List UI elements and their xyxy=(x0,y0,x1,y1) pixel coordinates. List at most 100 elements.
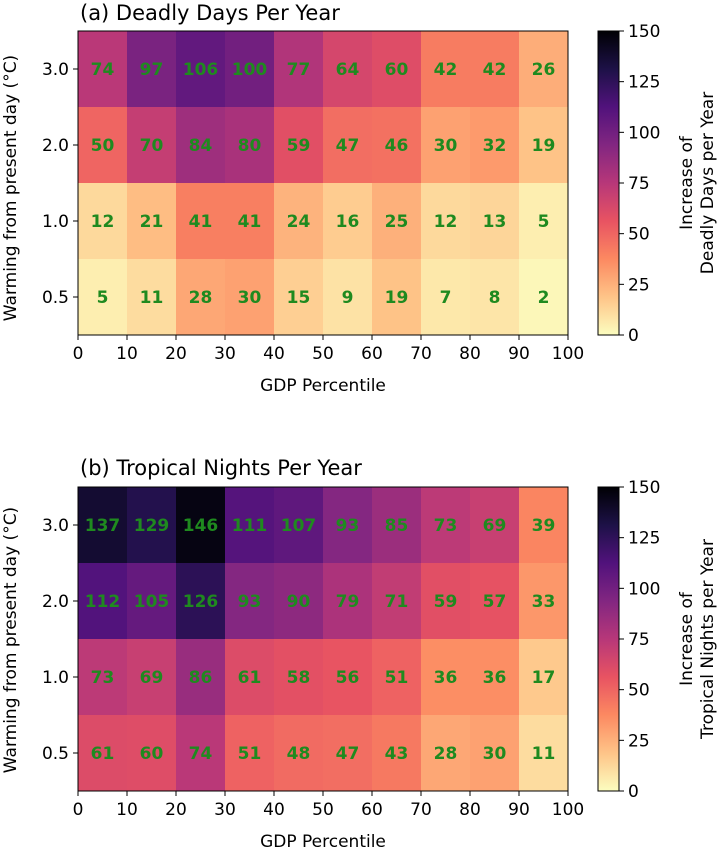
colorbar: 150 125 100 75 50 25 0 Increase of Deadly Days… xyxy=(597,22,718,346)
y-axis-label: Warming from present day (°C) xyxy=(1,55,21,321)
heatmap-cell xyxy=(519,563,569,640)
cell-value-label: 111 xyxy=(232,516,268,536)
colorbar-label-line2: Deadly Days per Year xyxy=(698,92,718,274)
heatmap-cell xyxy=(176,715,226,792)
colorbar-tick-label: 75 xyxy=(628,630,650,650)
x-tick-label: 40 xyxy=(263,800,285,820)
heatmap-cell xyxy=(127,183,177,260)
cell-value-label: 41 xyxy=(238,212,262,232)
heatmap-panel-deadly-days: (a) Deadly Days Per Year 74 97 106 100 77 64 6… xyxy=(1,1,718,396)
heatmap-cell xyxy=(274,31,324,108)
heatmap-cells: 137 129 146 111 107 93 85 73 69 39 112 105 126 93 90 79… xyxy=(78,487,569,792)
cell-value-label: 30 xyxy=(434,136,458,156)
heatmap-cell xyxy=(372,715,422,792)
heatmap-cell xyxy=(323,107,373,184)
cell-value-label: 74 xyxy=(189,744,213,764)
heatmap-cell xyxy=(470,487,520,564)
colorbar-gradient xyxy=(597,486,620,792)
x-tick-label: 30 xyxy=(214,344,236,364)
x-tick-label: 70 xyxy=(410,344,432,364)
y-tick-label: 2.0 xyxy=(42,136,69,156)
heatmap-cell xyxy=(372,183,422,260)
x-tick-label: 20 xyxy=(165,800,187,820)
heatmap-cell xyxy=(127,107,177,184)
x-tick-label: 30 xyxy=(214,800,236,820)
colorbar-tick-label: 25 xyxy=(628,275,650,295)
heatmap-cell xyxy=(127,31,177,108)
heatmap-cell xyxy=(323,715,373,792)
x-tick-label: 50 xyxy=(312,344,334,364)
cell-value-label: 42 xyxy=(434,60,458,80)
heatmap-cell xyxy=(470,183,520,260)
heatmap-cell xyxy=(274,487,324,564)
heatmap-cell xyxy=(421,183,471,260)
colorbar-label-line1: Increase of xyxy=(677,135,697,230)
heatmap-cell xyxy=(78,487,128,564)
colorbar-tick-label: 125 xyxy=(628,529,660,549)
cell-value-label: 79 xyxy=(336,592,360,612)
x-tick-label: 10 xyxy=(116,800,138,820)
cell-value-label: 93 xyxy=(238,592,262,612)
heatmap-cell xyxy=(421,563,471,640)
cell-value-label: 2 xyxy=(538,288,550,308)
x-tick-label: 100 xyxy=(552,344,584,364)
heatmap-cell xyxy=(519,259,569,336)
heatmap-cell xyxy=(225,715,275,792)
colorbar-tick-label: 125 xyxy=(628,73,660,93)
heatmap-cell xyxy=(225,183,275,260)
cell-value-label: 39 xyxy=(532,516,556,536)
cell-value-label: 21 xyxy=(140,212,164,232)
cell-value-label: 59 xyxy=(287,136,311,156)
heatmap-cell xyxy=(519,31,569,108)
heatmap-cell xyxy=(421,715,471,792)
cell-value-label: 36 xyxy=(434,668,458,688)
cell-value-label: 64 xyxy=(336,60,360,80)
heatmap-cell xyxy=(127,715,177,792)
x-tick-label: 0 xyxy=(73,800,84,820)
heatmap-cell xyxy=(176,563,226,640)
heatmap-cell xyxy=(372,563,422,640)
heatmap-cell xyxy=(274,107,324,184)
cell-value-label: 97 xyxy=(140,60,164,80)
heatmap-cell xyxy=(176,487,226,564)
cell-value-label: 47 xyxy=(336,744,360,764)
cell-value-label: 107 xyxy=(281,516,317,536)
colorbar-label-line2: Tropical Nights per Year xyxy=(698,539,718,740)
heatmap-cell xyxy=(519,183,569,260)
heatmap-cell xyxy=(176,639,226,716)
cell-value-label: 36 xyxy=(483,668,507,688)
cell-value-label: 30 xyxy=(483,744,507,764)
cell-value-label: 47 xyxy=(336,136,360,156)
x-tick-label: 60 xyxy=(361,800,383,820)
heatmap-cell xyxy=(78,563,128,640)
x-tick-label: 80 xyxy=(459,800,481,820)
colorbar-tick-label: 100 xyxy=(628,579,660,599)
cell-value-label: 11 xyxy=(532,744,556,764)
x-tick-label: 80 xyxy=(459,344,481,364)
cell-value-label: 5 xyxy=(538,212,550,232)
cell-value-label: 77 xyxy=(287,60,311,80)
cell-value-label: 30 xyxy=(238,288,262,308)
heatmap-cell xyxy=(323,259,373,336)
colorbar-tick-label: 0 xyxy=(628,326,639,346)
heatmap-cell xyxy=(176,31,226,108)
cell-value-label: 73 xyxy=(91,668,115,688)
cell-value-label: 61 xyxy=(238,668,262,688)
x-tick-label: 90 xyxy=(508,800,530,820)
cell-value-label: 12 xyxy=(434,212,458,232)
cell-value-label: 17 xyxy=(532,668,556,688)
colorbar-tick-label: 100 xyxy=(628,123,660,143)
cell-value-label: 7 xyxy=(440,288,452,308)
cell-value-label: 48 xyxy=(287,744,311,764)
heatmap-cell xyxy=(323,563,373,640)
cell-value-label: 70 xyxy=(140,136,164,156)
heatmap-panel-tropical-nights: (b) Tropical Nights Per Year 137 129 146 11… xyxy=(1,456,718,850)
cell-value-label: 69 xyxy=(140,668,164,688)
y-tick-label: 1.0 xyxy=(42,212,69,232)
cell-value-label: 57 xyxy=(483,592,507,612)
cell-value-label: 13 xyxy=(483,212,507,232)
heatmap-cell xyxy=(470,639,520,716)
heatmap-cell xyxy=(519,715,569,792)
